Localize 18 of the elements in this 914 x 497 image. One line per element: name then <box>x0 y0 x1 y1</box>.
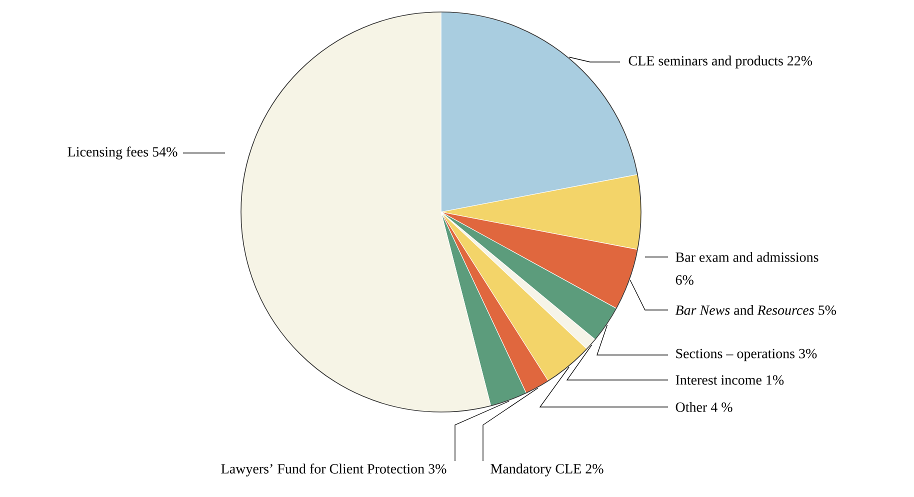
data-label: 6% <box>676 275 694 285</box>
data-label: 3% <box>799 348 817 358</box>
slice-label: Bar exam and admissions <box>676 252 818 262</box>
slice-label: CLE seminars and products <box>628 56 783 68</box>
data-label: 1% <box>766 375 784 385</box>
data-label: 22% <box>788 56 812 66</box>
slice-label: Bar News and Resources <box>675 305 814 315</box>
slice-label: Other <box>676 402 708 412</box>
data-label: 4 % <box>710 402 732 412</box>
data-label: 54% <box>152 147 178 157</box>
slice-label: Interest income <box>676 375 762 385</box>
slice-label: Licensing fees <box>68 146 148 160</box>
data-label: 5% <box>818 305 836 315</box>
data-label: 2% <box>586 464 604 474</box>
slice-label: Sections – operations <box>676 348 795 362</box>
data-label: 3% <box>428 464 446 474</box>
slice-label: Lawyers’ Fund for Client Protection <box>221 464 424 476</box>
slice-label: Mandatory CLE <box>490 464 581 476</box>
